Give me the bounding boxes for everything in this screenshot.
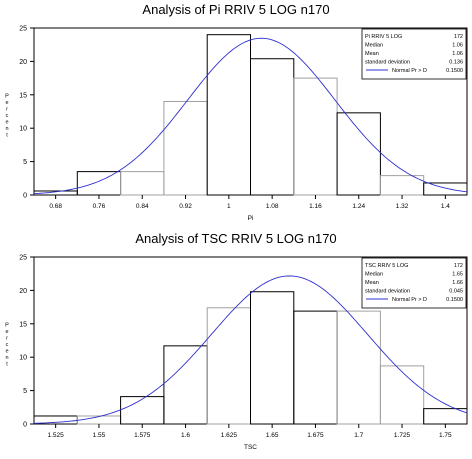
y-tick-label: 10	[19, 126, 27, 133]
stats-value: 1.06	[452, 51, 463, 57]
histogram-bar	[250, 291, 295, 425]
stats-value: 1.66	[452, 280, 463, 286]
x-tick-label: 1.6	[181, 432, 190, 439]
y-tick-label: 0	[23, 193, 27, 200]
histogram-bar	[76, 171, 122, 196]
stats-value: 172	[454, 34, 463, 40]
histogram-bar	[336, 310, 381, 425]
histogram-bar	[293, 77, 338, 196]
x-tick-label: 1.16	[309, 203, 322, 210]
legend-value: 0.1500	[446, 297, 463, 303]
y-tick-label: 0	[23, 422, 27, 429]
histogram-bar	[120, 171, 165, 196]
stats-label: Pi RRIV 5 LOG	[365, 34, 402, 40]
x-tick-label: 1.08	[266, 203, 279, 210]
stats-box	[361, 28, 467, 80]
legend-label: Normal Pr > D	[392, 297, 427, 303]
x-tick-label: 1.32	[396, 203, 409, 210]
x-tick-label: 1.4	[441, 203, 450, 210]
x-tick-label: 0.84	[136, 203, 149, 210]
histogram-bar	[120, 396, 165, 425]
chart-1-title: Analysis of Pi RRIV 5 LOG n170	[142, 2, 330, 17]
histogram-bar	[250, 58, 295, 196]
x-tick-label: 1	[227, 203, 231, 210]
y-tick-label: 20	[19, 59, 27, 66]
stats-value: 1.65	[452, 272, 463, 278]
histogram-bar	[163, 345, 208, 425]
chart-1-histogram: 0 5 10 15 20 25 0.68 0.76 0.84 0.92 1 1.08 1.16 1.24 1…	[5, 26, 468, 222]
histogram-bar	[293, 310, 338, 425]
x-axis-label: Pi	[248, 215, 254, 222]
stats-label: Median	[365, 272, 383, 278]
x-tick-label: 1.24	[352, 203, 365, 210]
stats-label: Mean	[365, 280, 379, 286]
x-tick-label: 1.7	[354, 432, 363, 439]
x-tick-label: 0.68	[49, 203, 62, 210]
histogram-bar	[76, 415, 122, 425]
x-tick-label: 0.92	[179, 203, 192, 210]
legend-value: 0.1500	[446, 68, 463, 74]
stats-value: 0.136	[449, 60, 463, 66]
y-tick-label: 5	[23, 388, 27, 395]
legend-label: Normal Pr > D	[392, 68, 427, 74]
x-tick-label: 1.525	[48, 432, 65, 439]
y-tick-label: 15	[19, 92, 27, 99]
stats-label: TSC RRIV 5 LOG	[365, 263, 408, 269]
y-tick-label: 25	[19, 26, 27, 33]
x-tick-label: 1.55	[93, 432, 106, 439]
x-tick-label: 1.65	[266, 432, 279, 439]
chart-2-title: Analysis of TSC RRIV 5 LOG n170	[135, 231, 337, 246]
normal-curve	[33, 275, 468, 424]
histogram-bar	[206, 307, 251, 425]
x-tick-label: 0.76	[93, 203, 106, 210]
y-tick-label: 15	[19, 321, 27, 328]
stats-label: standard deviation	[365, 289, 410, 295]
x-tick-label: 1.75	[439, 432, 452, 439]
histogram-bar	[379, 365, 425, 425]
stats-value: 1.06	[452, 43, 463, 49]
histogram-bar	[206, 34, 251, 196]
y-tick-label: 20	[19, 288, 27, 295]
y-tick-label: 25	[19, 255, 27, 262]
x-tick-label: 1.625	[221, 432, 238, 439]
y-tick-label: 10	[19, 355, 27, 362]
histogram-bar	[163, 100, 208, 196]
stats-value: 0.045	[449, 289, 463, 295]
x-axis-label: TSC	[244, 444, 257, 451]
y-tick-label: 5	[23, 159, 27, 166]
histogram-bar	[336, 112, 381, 196]
stats-value: 172	[454, 263, 463, 269]
stats-box	[361, 257, 467, 309]
normal-curve	[33, 37, 468, 195]
histogram-bar	[423, 182, 468, 196]
x-tick-label: 1.575	[134, 432, 151, 439]
chart-2-histogram: 0 5 10 15 20 25 1.525 1.55 1.575 1.6 1.625 1.65 1.67…	[5, 255, 468, 451]
stats-label: Mean	[365, 51, 379, 57]
x-tick-label: 1.725	[394, 432, 411, 439]
stats-label: Median	[365, 43, 383, 49]
stats-label: standard deviation	[365, 60, 410, 66]
x-tick-label: 1.675	[307, 432, 324, 439]
